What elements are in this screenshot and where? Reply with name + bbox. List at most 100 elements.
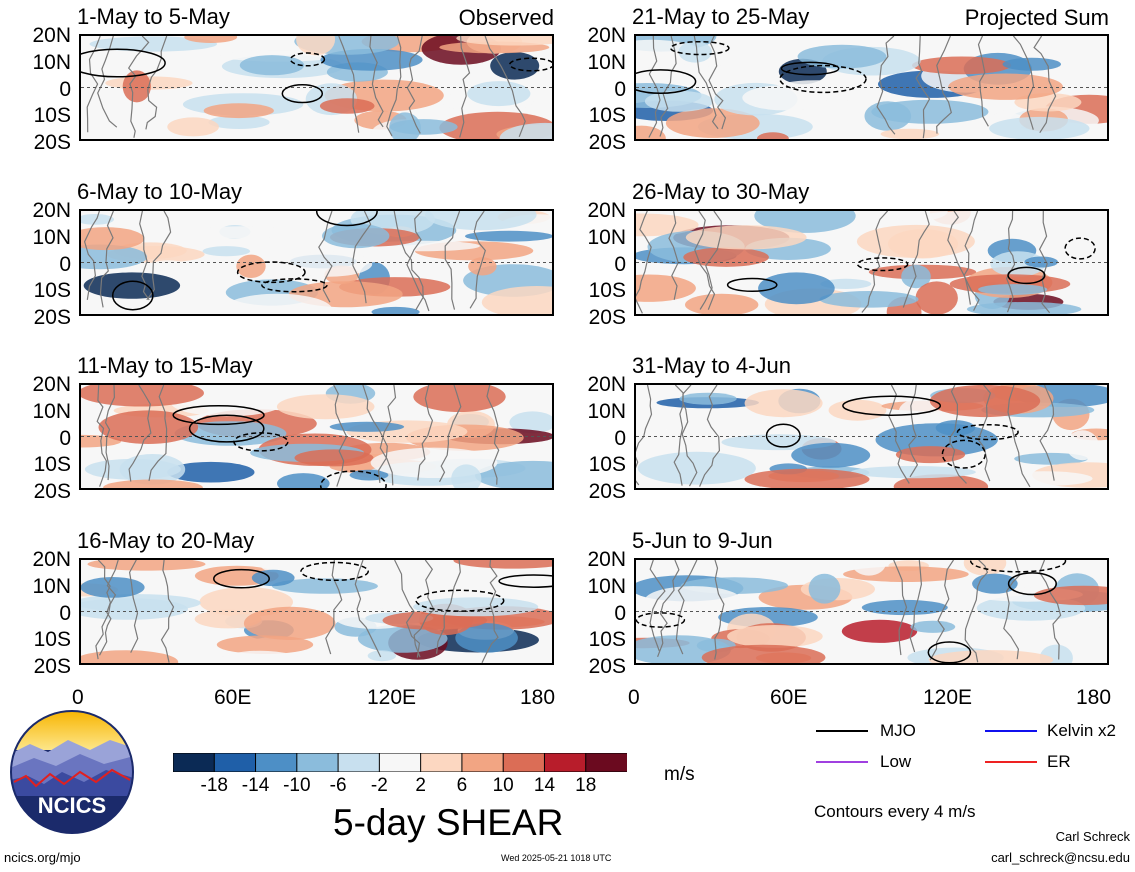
shear-field xyxy=(636,560,1107,663)
shear-anomaly-blob xyxy=(679,392,737,405)
colorbar-tick-label: -6 xyxy=(329,775,347,796)
shear-anomaly-blob xyxy=(453,560,552,569)
coastline xyxy=(876,36,896,135)
mjo-contour xyxy=(1064,237,1096,260)
shear-field xyxy=(81,211,552,314)
shear-anomaly-blob xyxy=(83,272,181,299)
lat-tick-label: 0 xyxy=(614,601,626,625)
shear-anomaly-blob xyxy=(81,577,145,598)
lat-tick-label: 10S xyxy=(588,453,626,477)
ncics-logo: NCICS xyxy=(10,710,134,834)
shear-anomaly-blob xyxy=(685,293,759,314)
shear-anomaly-blob xyxy=(167,117,219,137)
mjo-contour xyxy=(1007,266,1046,285)
lat-tick-label: 10N xyxy=(32,399,71,423)
coastline xyxy=(1039,385,1055,481)
shear-anomaly-blob xyxy=(758,272,835,305)
colorbar-swatch xyxy=(420,753,463,772)
coastline xyxy=(659,36,677,137)
shear-anomaly-blob xyxy=(509,411,552,434)
coastline xyxy=(438,385,462,483)
shear-anomaly-blob xyxy=(475,460,552,488)
shear-anomaly-blob xyxy=(701,644,826,663)
shear-anomaly-blob xyxy=(184,36,238,43)
coastline xyxy=(708,36,727,130)
panel-label: Observed xyxy=(458,5,554,30)
panel-title: 21-May to 25-May xyxy=(632,4,810,29)
shear-anomaly-blob xyxy=(948,73,1063,100)
coastline xyxy=(436,560,461,654)
lat-tick-label: 0 xyxy=(59,426,71,450)
lon-tick-label: 180 xyxy=(520,686,556,709)
lat-tick-label: 10N xyxy=(32,225,71,249)
coastline xyxy=(668,211,679,300)
coastline xyxy=(104,385,116,481)
shear-anomaly-blob xyxy=(455,623,518,653)
shear-anomaly-blob xyxy=(665,108,760,138)
panel-title: 31-May to 4-Jun xyxy=(632,353,791,378)
coastline xyxy=(909,560,923,653)
lon-tick-label: 180 xyxy=(1076,686,1112,709)
shear-anomaly-blob xyxy=(167,461,255,483)
shear-anomaly-blob xyxy=(468,257,497,276)
lat-tick-label: 0 xyxy=(59,601,71,625)
lat-tick-label: 20S xyxy=(33,655,71,678)
shear-anomaly-blob xyxy=(277,473,330,488)
shear-anomaly-blob xyxy=(284,251,373,277)
shear-map-panel xyxy=(79,558,554,665)
shear-anomaly-blob xyxy=(81,594,201,612)
coastline xyxy=(406,211,430,312)
coastline xyxy=(977,36,989,127)
lat-tick-label: 10S xyxy=(33,453,71,477)
mjo-contour xyxy=(927,641,972,663)
coastline xyxy=(97,560,112,656)
shear-anomaly-blob xyxy=(174,421,287,446)
lat-tick-label: 20S xyxy=(588,131,626,154)
shear-anomaly-blob xyxy=(218,650,302,663)
shear-anomaly-blob xyxy=(636,125,666,139)
coastline xyxy=(699,211,722,310)
lat-tick-label: 20S xyxy=(588,480,626,503)
coastline xyxy=(1033,36,1057,134)
mjo-contour xyxy=(172,405,265,426)
mjo-contour xyxy=(969,560,1067,573)
legend-label-er: ER xyxy=(1047,752,1071,771)
shear-anomaly-blob xyxy=(216,635,314,654)
shear-map-panel xyxy=(79,209,554,316)
lon-tick-label: 60E xyxy=(770,686,808,709)
legend-line-er xyxy=(985,761,1037,763)
shear-anomaly-blob xyxy=(912,56,1012,75)
mjo-contour xyxy=(636,69,697,95)
shear-anomaly-blob xyxy=(841,619,918,643)
coastline xyxy=(95,560,119,660)
shear-field xyxy=(636,36,1107,139)
mjo-contour xyxy=(289,52,326,67)
panel-label: Projected Sum xyxy=(964,5,1109,30)
coastline xyxy=(145,36,168,130)
mjo-contour xyxy=(1007,572,1057,596)
colorbar-tick-label: -2 xyxy=(370,775,388,796)
lat-tick-label: 0 xyxy=(614,77,626,101)
coastline xyxy=(160,560,175,663)
mjo-contour xyxy=(779,64,867,94)
coastline xyxy=(1005,211,1016,313)
colorbar-tick-label: -18 xyxy=(200,775,228,796)
shear-anomaly-blob xyxy=(864,101,912,131)
lat-tick-label: 0 xyxy=(614,426,626,450)
lat-tick-label: 10S xyxy=(588,628,626,652)
coastline xyxy=(1038,211,1051,314)
shear-anomaly-blob xyxy=(727,625,823,648)
shear-anomaly-blob xyxy=(81,244,148,270)
shear-anomaly-blob xyxy=(367,650,397,662)
shear-anomaly-blob xyxy=(1014,452,1088,465)
shear-anomaly-blob xyxy=(797,44,887,69)
coastline xyxy=(714,560,725,660)
mjo-contour xyxy=(236,261,306,284)
shear-anomaly-blob xyxy=(910,620,956,633)
mjo-contour xyxy=(315,211,378,227)
legend-label-low: Low xyxy=(880,752,912,771)
shear-anomaly-blob xyxy=(425,211,537,231)
lat-tick-label: 20S xyxy=(588,306,626,329)
shear-anomaly-blob xyxy=(744,389,823,418)
mjo-contour xyxy=(669,40,730,56)
